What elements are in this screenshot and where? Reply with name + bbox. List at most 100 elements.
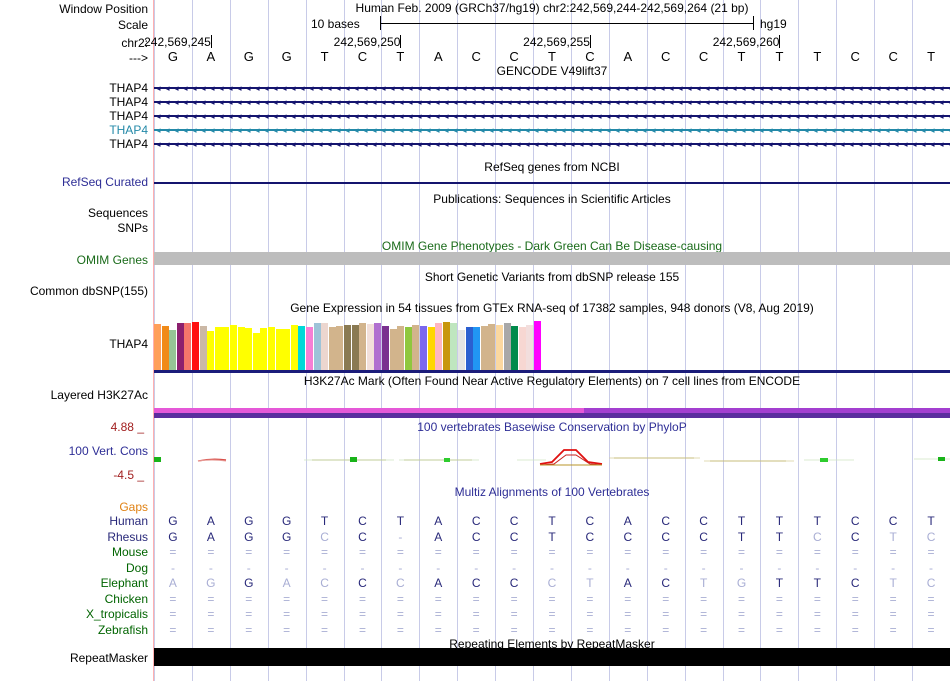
strand-arrow-icon: ◂ [543,83,548,93]
gencode-transcript-row[interactable]: ◂ ◂ ◂ ◂ ◂ ◂ ◂ ◂ ◂ ◂ ◂ ◂ ◂ ◂ ◂ ◂ ◂ ◂ ◂ ◂ ◂ ◂ ◂ ◂ ◂ ◂ ◂ ◂ ◂ ◂ ◂ ◂ ◂ ◂ ◂ ◂ ◂ ◂ ◂ ◂… [154,110,950,122]
label-gtex-gene[interactable]: THAP4 [109,337,148,351]
multiz-species-label[interactable]: Chicken [104,592,148,606]
strand-arrow-icon: ◂ [489,125,494,135]
gencode-transcript-row[interactable]: ◂ ◂ ◂ ◂ ◂ ◂ ◂ ◂ ◂ ◂ ◂ ◂ ◂ ◂ ◂ ◂ ◂ ◂ ◂ ◂ ◂ ◂ ◂ ◂ ◂ ◂ ◂ ◂ ◂ ◂ ◂ ◂ ◂ ◂ ◂ ◂ ◂ ◂ ◂ ◂… [154,96,950,108]
multiz-base: = [245,623,253,637]
multiz-base: = [283,623,291,637]
multiz-base: = [775,545,783,559]
strand-arrow-icon: ◂ [318,83,323,93]
gene-label-2[interactable]: THAP4 [109,95,148,109]
strand-arrow-icon: ◂ [939,125,944,135]
h3k27ac-signal-left[interactable] [154,408,584,413]
strand-arrow-icon: ◂ [795,139,800,149]
sequence-base: G [167,49,178,64]
multiz-base: = [889,623,897,637]
multiz-base: = [283,607,291,621]
strand-arrow-icon: ◂ [237,139,242,149]
label-repeatmasker[interactable]: RepeatMasker [69,651,148,665]
multiz-base: = [358,592,366,606]
strand-arrow-icon: ◂ [840,97,845,107]
strand-arrow-icon: ◂ [543,139,548,149]
strand-arrow-icon: ◂ [696,125,701,135]
strand-arrow-icon: ◂ [750,111,755,121]
refseq-feature-bar[interactable] [154,182,950,184]
gencode-transcript-row[interactable]: ◂ ◂ ◂ ◂ ◂ ◂ ◂ ◂ ◂ ◂ ◂ ◂ ◂ ◂ ◂ ◂ ◂ ◂ ◂ ◂ ◂ ◂ ◂ ◂ ◂ ◂ ◂ ◂ ◂ ◂ ◂ ◂ ◂ ◂ ◂ ◂ ◂ ◂ ◂ ◂… [154,124,950,136]
gene-label-3[interactable]: THAP4 [109,109,148,123]
strand-arrow-icon: ◂ [768,97,773,107]
gencode-transcript-row[interactable]: ◂ ◂ ◂ ◂ ◂ ◂ ◂ ◂ ◂ ◂ ◂ ◂ ◂ ◂ ◂ ◂ ◂ ◂ ◂ ◂ ◂ ◂ ◂ ◂ ◂ ◂ ◂ ◂ ◂ ◂ ◂ ◂ ◂ ◂ ◂ ◂ ◂ ◂ ◂ ◂… [154,82,950,94]
multiz-species-label[interactable]: Human [109,514,148,528]
multiz-species-label[interactable]: Rhesus [107,530,148,544]
ruler-tick-mark [400,35,402,48]
strand-arrow-icon: ◂ [381,83,386,93]
gene-label-4[interactable]: THAP4 [109,123,148,137]
transcript-intron-line [154,87,950,89]
multiz-base: A [623,576,632,590]
strand-arrow-icon: ◂ [885,125,890,135]
gene-label-1[interactable]: THAP4 [109,81,148,95]
label-omim-genes[interactable]: OMIM Genes [76,253,148,267]
label-refseq-curated[interactable]: RefSeq Curated [61,175,148,189]
multiz-base: C [850,576,860,590]
multiz-species-label[interactable]: Dog [125,561,148,575]
label-cons-track[interactable]: 100 Vert. Cons [68,444,148,458]
multiz-base: A [434,514,443,528]
strand-arrow-icon: ◂ [453,139,458,149]
multiz-base: A [282,576,291,590]
strand-arrow-icon: ◂ [390,139,395,149]
strand-arrow-icon: ◂ [804,125,809,135]
multiz-base: C [661,576,671,590]
repeatmasker-feature-bar[interactable] [154,648,950,666]
transcript-intron-line [154,115,950,117]
h3k27ac-signal-right[interactable] [584,408,950,413]
strand-arrow-icon: ◂ [264,125,269,135]
multiz-species-row[interactable]: --------------------- [154,562,950,574]
multiz-base: = [548,607,556,621]
strand-arrow-icon: ◂ [453,111,458,121]
strand-arrow-icon: ◂ [822,125,827,135]
phylop-conservation-plot[interactable] [154,424,950,484]
multiz-species-row[interactable]: = = = = = = = = = = = = = = = = = = = = = [154,624,950,636]
strand-arrow-icon: ◂ [219,125,224,135]
multiz-species-label[interactable]: X_tropicalis [85,607,148,621]
multiz-species-label[interactable]: Zebrafish [97,623,148,637]
gencode-transcript-row[interactable]: ◂ ◂ ◂ ◂ ◂ ◂ ◂ ◂ ◂ ◂ ◂ ◂ ◂ ◂ ◂ ◂ ◂ ◂ ◂ ◂ ◂ ◂ ◂ ◂ ◂ ◂ ◂ ◂ ◂ ◂ ◂ ◂ ◂ ◂ ◂ ◂ ◂ ◂ ◂ ◂… [154,138,950,150]
multiz-species-label[interactable]: Mouse [111,545,148,559]
scale-bar [380,16,754,30]
label-snps[interactable]: SNPs [117,221,148,235]
label-layered-h3k27ac[interactable]: Layered H3K27Ac [50,388,148,402]
strand-arrow-icon: ◂ [264,83,269,93]
strand-arrow-icon: ◂ [660,111,665,121]
strand-arrow-icon: ◂ [795,125,800,135]
label-sequences[interactable]: Sequences [87,206,148,220]
strand-arrow-icon: ◂ [282,83,287,93]
sequence-base: T [737,49,746,64]
label-gaps[interactable]: Gaps [119,500,148,514]
strand-arrow-icon: ◂ [678,125,683,135]
multiz-species-row[interactable]: = = = = = = = = = = = = = = = = = = = = = [154,546,950,558]
strand-arrow-icon: ◂ [876,111,881,121]
strand-arrow-icon: ◂ [498,97,503,107]
multiz-species-row[interactable]: = = = = = = = = = = = = = = = = = = = = = [154,593,950,605]
omim-gene-bar[interactable] [154,252,950,265]
strand-arrow-icon: ◂ [534,83,539,93]
strand-arrow-icon: ◂ [255,97,260,107]
label-common-dbsnp[interactable]: Common dbSNP(155) [29,284,148,298]
multiz-base: - [208,561,213,575]
multiz-species-label[interactable]: Elephant [100,576,148,590]
strand-arrow-icon: ◂ [327,97,332,107]
strand-arrow-icon: ◂ [174,83,179,93]
strand-arrow-icon: ◂ [714,97,719,107]
multiz-base: = [434,592,442,606]
strand-arrow-icon: ◂ [813,125,818,135]
strand-arrow-icon: ◂ [480,139,485,149]
gene-label-5[interactable]: THAP4 [109,137,148,151]
sequence-base: G [281,49,292,64]
strand-arrow-icon: ◂ [903,111,908,121]
strand-arrow-icon: ◂ [237,83,242,93]
multiz-species-row[interactable]: = = = = = = = = = = = = = = = = = = = = = [154,608,950,620]
strand-arrow-icon: ◂ [219,97,224,107]
